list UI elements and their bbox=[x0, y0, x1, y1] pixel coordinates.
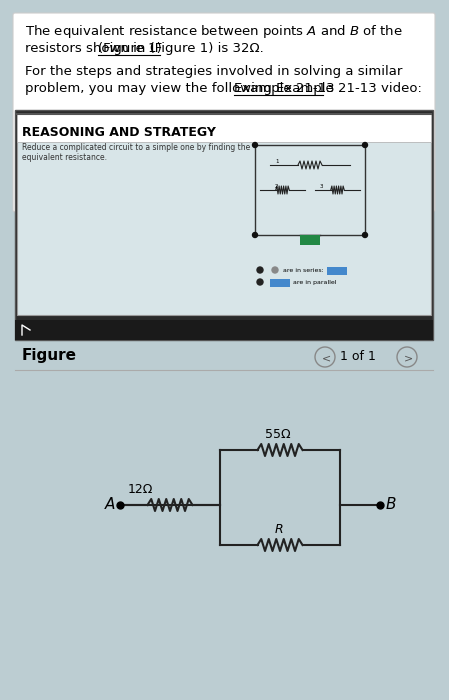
Text: 55Ω: 55Ω bbox=[265, 428, 291, 441]
Circle shape bbox=[272, 267, 278, 273]
Text: are in parallel: are in parallel bbox=[293, 280, 336, 285]
Text: (Figure 1): (Figure 1) bbox=[98, 42, 162, 55]
Text: 2: 2 bbox=[275, 184, 278, 189]
FancyBboxPatch shape bbox=[17, 115, 431, 315]
Circle shape bbox=[257, 267, 263, 273]
Bar bbox=[327, 267, 347, 275]
FancyBboxPatch shape bbox=[13, 13, 435, 212]
Bar bbox=[255, 145, 365, 235]
Text: 1 of 1: 1 of 1 bbox=[340, 350, 376, 363]
Bar bbox=[17, 114, 431, 142]
Circle shape bbox=[257, 279, 263, 285]
Text: The equivalent resistance between points $\mathit{A}$ and $\mathit{B}$ of the: The equivalent resistance between points… bbox=[25, 23, 403, 40]
Circle shape bbox=[252, 232, 257, 237]
Text: resistors shown in (Figure 1) is 32Ω.: resistors shown in (Figure 1) is 32Ω. bbox=[25, 42, 264, 55]
Text: 12Ω: 12Ω bbox=[128, 483, 154, 496]
Circle shape bbox=[252, 143, 257, 148]
Text: REASONING AND STRATEGY: REASONING AND STRATEGY bbox=[22, 126, 216, 139]
Text: For the steps and strategies involved in solving a similar: For the steps and strategies involved in… bbox=[25, 65, 402, 78]
Text: >: > bbox=[404, 353, 413, 363]
Circle shape bbox=[362, 232, 367, 237]
Text: equivalent resistance.: equivalent resistance. bbox=[22, 153, 107, 162]
Bar bbox=[300, 235, 320, 245]
Text: Figure: Figure bbox=[22, 348, 77, 363]
Text: are in series:: are in series: bbox=[283, 268, 324, 273]
Circle shape bbox=[362, 143, 367, 148]
Text: 3: 3 bbox=[320, 184, 323, 189]
Text: Reduce a complicated circuit to a simple one by finding the: Reduce a complicated circuit to a simple… bbox=[22, 143, 250, 152]
Bar bbox=[270, 279, 290, 287]
Text: problem, you may view the following Example 21-13 video:: problem, you may view the following Exam… bbox=[25, 82, 422, 95]
Text: Example 21-13: Example 21-13 bbox=[234, 82, 335, 95]
Bar bbox=[15, 320, 433, 340]
Text: R: R bbox=[275, 523, 284, 536]
Text: B: B bbox=[386, 497, 396, 512]
Text: A: A bbox=[105, 497, 115, 512]
FancyBboxPatch shape bbox=[15, 110, 433, 340]
Text: <: < bbox=[322, 353, 331, 363]
Text: 1: 1 bbox=[275, 159, 278, 164]
